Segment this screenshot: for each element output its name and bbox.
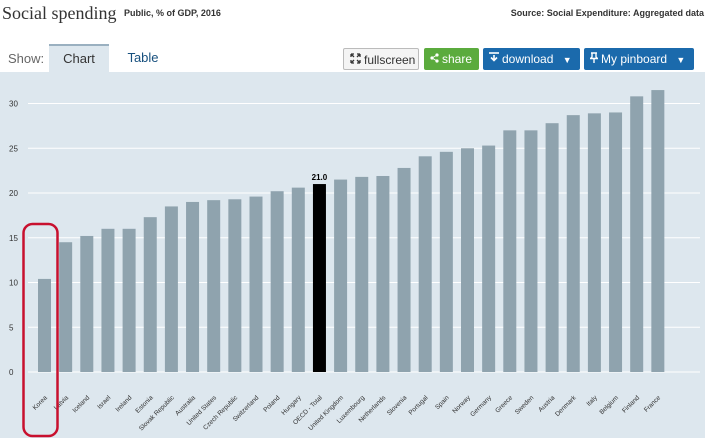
bar: [587, 113, 601, 372]
download-label: download: [502, 52, 554, 66]
bar: [461, 148, 474, 372]
tab-chart[interactable]: Chart: [49, 44, 109, 72]
bar: [545, 123, 559, 372]
bar: [566, 115, 580, 372]
bar: [101, 228, 115, 372]
share-button[interactable]: share: [424, 48, 479, 70]
bar: [418, 156, 432, 372]
x-tick-label: Italy: [585, 394, 599, 408]
bar: [334, 179, 348, 372]
y-tick-label: 15: [9, 234, 18, 243]
bar: [503, 130, 517, 372]
y-tick-label: 0: [9, 368, 14, 377]
x-tick-label: Belgium: [598, 394, 620, 416]
bar: [355, 176, 369, 372]
bar: [651, 90, 665, 372]
x-tick-label: Iceland: [71, 394, 91, 414]
x-tick-label: France: [643, 394, 663, 414]
x-tick-label: Germany: [469, 394, 493, 418]
page-subtitle: Public, % of GDP, 2016: [124, 8, 221, 18]
bar: [38, 278, 51, 372]
toolbar: Show: Chart Table fullscreen share downl…: [0, 44, 705, 72]
x-tick-label: Sweden: [514, 394, 536, 416]
tab-table[interactable]: Table: [127, 50, 159, 65]
bar: [143, 217, 157, 372]
share-label: share: [442, 52, 473, 66]
bar: [524, 130, 538, 372]
caret-down-icon: ▼: [562, 55, 572, 65]
data-label: 21.0: [312, 173, 328, 182]
x-tick-label: Norway: [451, 394, 472, 415]
x-tick-label: Greece: [494, 394, 514, 414]
bar: [249, 196, 263, 372]
y-tick-label: 30: [9, 100, 18, 109]
bar: [186, 201, 200, 372]
bar: [482, 145, 496, 372]
chart-area: [0, 72, 705, 438]
show-label: Show:: [8, 51, 45, 66]
fullscreen-button[interactable]: fullscreen: [343, 48, 419, 70]
bar: [439, 151, 453, 372]
x-tick-label: Portugal: [408, 394, 430, 416]
expand-icon: [350, 49, 361, 71]
caret-down-icon: ▼: [676, 55, 686, 65]
x-tick-label: Austria: [537, 394, 557, 414]
page-title: Social spending: [2, 3, 117, 23]
x-tick-label: Denmark: [554, 394, 578, 418]
bar: [397, 167, 411, 372]
x-tick-label: Poland: [262, 394, 282, 414]
x-tick-label: Spain: [434, 394, 451, 411]
x-tick-label: Ireland: [115, 394, 134, 413]
bar: [630, 96, 644, 372]
y-tick-label: 25: [9, 144, 18, 153]
x-tick-label: Israel: [96, 394, 113, 411]
x-tick-label: Latvia: [53, 394, 70, 411]
bar: [122, 228, 136, 372]
bar: [312, 184, 326, 372]
pinboard-label: My pinboard: [601, 52, 668, 66]
bar: [80, 235, 94, 372]
y-tick-label: 10: [9, 279, 18, 288]
bar: [376, 175, 390, 372]
share-icon: [430, 48, 439, 70]
pin-icon: [588, 48, 600, 70]
x-tick-label: Estonia: [134, 394, 155, 415]
bar: [291, 187, 305, 372]
source-note: Source: Social Expenditure: Aggregated d…: [510, 8, 704, 18]
fullscreen-label: fullscreen: [364, 53, 416, 67]
x-tick-label: Slovenia: [386, 394, 409, 417]
y-tick-label: 20: [9, 189, 18, 198]
download-button[interactable]: download ▼: [483, 48, 580, 70]
y-tick-label: 5: [9, 323, 14, 332]
x-tick-label: Korea: [32, 394, 49, 411]
bar: [270, 191, 284, 372]
bar-chart: 0 5 10 15 20 25 30 Korea Latvia Iceland Israel Irel…: [9, 90, 700, 438]
bar: [207, 200, 221, 372]
bar: [164, 206, 178, 372]
highlight-circle: [22, 222, 59, 438]
download-icon: [489, 48, 499, 70]
bar: [228, 199, 242, 372]
pinboard-button[interactable]: My pinboard ▼: [584, 48, 694, 70]
bar: [59, 242, 73, 372]
x-tick-label: Finland: [621, 394, 641, 414]
bar: [609, 112, 623, 372]
